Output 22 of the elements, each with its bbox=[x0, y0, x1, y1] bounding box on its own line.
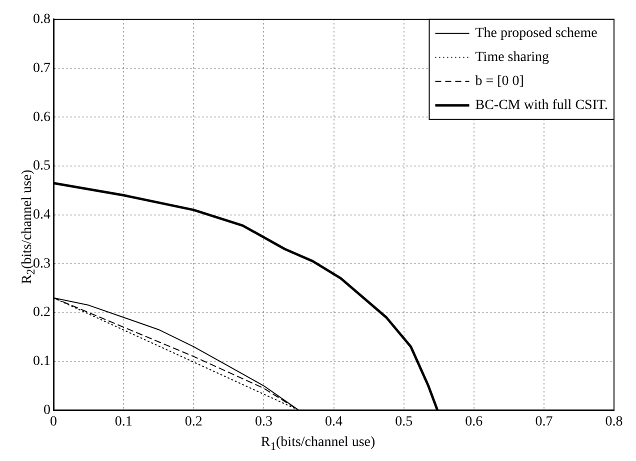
x-tick-label: 0.5 bbox=[395, 414, 413, 430]
y-tick-label: 0.5 bbox=[33, 158, 50, 174]
x-tick-label: 0.8 bbox=[605, 414, 623, 430]
x-tick-label: 0.4 bbox=[325, 414, 342, 430]
y-tick-label: 0.4 bbox=[33, 207, 50, 222]
legend-label: b = [0 0] bbox=[475, 74, 524, 90]
x-tick-label: 0.3 bbox=[254, 414, 272, 430]
x-axis-title: R$_{1}$(bits/channel use) bbox=[260, 435, 376, 453]
y-tick-label: 0.3 bbox=[33, 256, 50, 272]
x-tick-label: 0.1 bbox=[114, 414, 132, 430]
y-tick-label: 0.8 bbox=[33, 12, 50, 28]
legend-label: BC-CM with full CSIT. bbox=[475, 98, 608, 114]
y-tick-label: 0.6 bbox=[33, 110, 50, 125]
x-tick-label: 0.2 bbox=[184, 414, 202, 430]
y-tick-label: 0 bbox=[44, 402, 50, 418]
legend-label: The proposed scheme bbox=[475, 26, 598, 42]
x-tick-label: 0.6 bbox=[465, 414, 483, 430]
y-tick-label: 0.1 bbox=[33, 354, 50, 370]
y-tick-label: 0.2 bbox=[33, 305, 50, 320]
y-tick-label: 0.7 bbox=[33, 60, 50, 76]
x-tick-label: 0.7 bbox=[535, 414, 553, 430]
legend-label: Time sharing bbox=[475, 50, 550, 66]
